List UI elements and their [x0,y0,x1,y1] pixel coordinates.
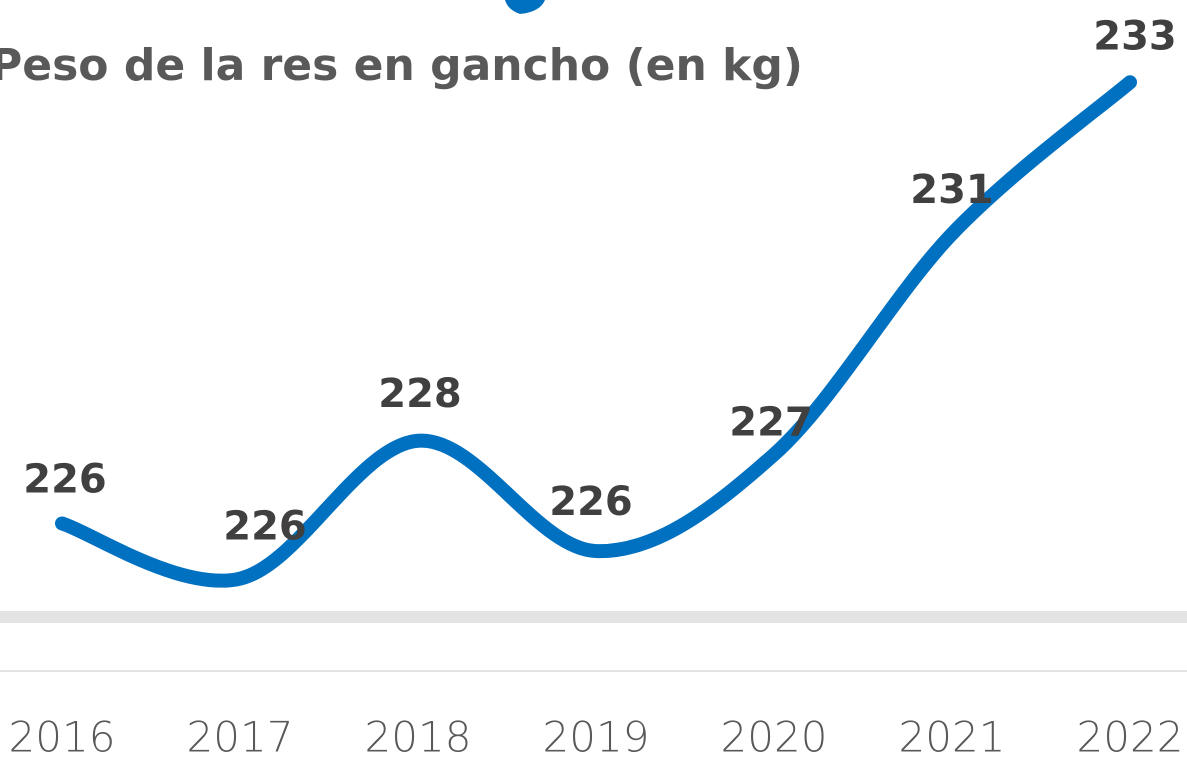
x-tick-label: 2017 [187,713,294,762]
line [55,75,1137,588]
x-tick-label: 2018 [365,713,472,762]
data-label: 227 [729,400,813,446]
data-label: 226 [23,456,107,502]
x-tick-label: 2022 [1077,713,1184,762]
x-tick-label: 2019 [543,713,650,762]
x-tick-label: 2021 [899,713,1006,762]
data-label: 228 [378,371,462,417]
x-tick-label: 2020 [721,713,828,762]
chart-title: Peso de la res en gancho (en kg) [0,40,803,91]
decoration [505,0,545,14]
data-label: 226 [549,479,633,525]
data-label: 226 [223,504,307,550]
data-label: 231 [910,167,994,213]
x-tick-label: 2016 [9,713,116,762]
data-label: 233 [1093,13,1177,59]
